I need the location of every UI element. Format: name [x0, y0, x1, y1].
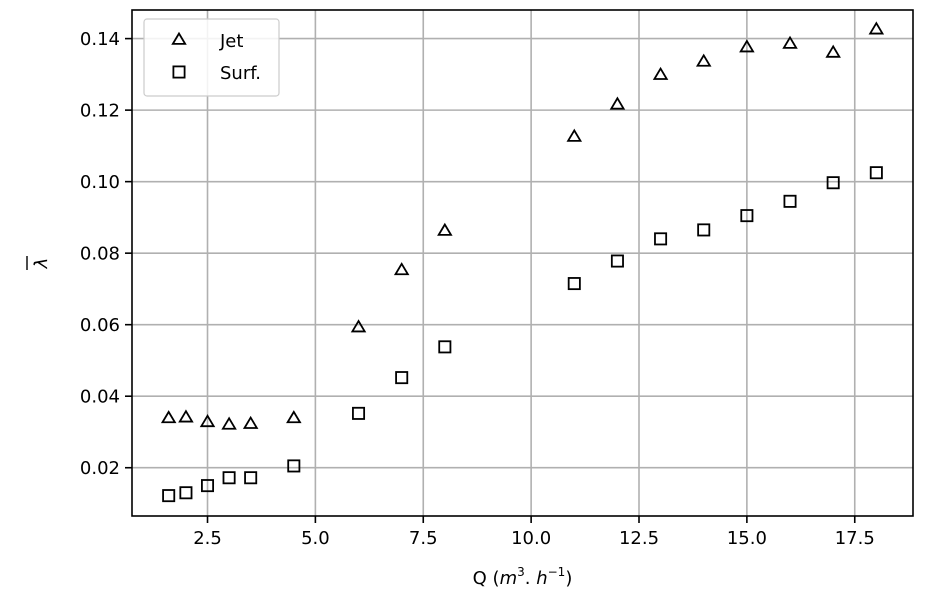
y-axis-ticks: 0.02 0.04 0.06 0.08 0.10 0.12 0.14 [80, 29, 132, 479]
legend-entries: Jet Surf. [171, 31, 261, 84]
square-point [222, 471, 236, 485]
x-axis-label-suffix: ) [565, 568, 572, 589]
x-axis-label-var2: h [536, 568, 547, 589]
x-axis-label-sup1: 3 [517, 565, 525, 579]
x-tick-label: 17.5 [835, 528, 875, 549]
triangle-point [609, 96, 626, 110]
x-axis-ticks: 2.5 5.0 7.5 10.0 12.5 15.0 17.5 [193, 516, 875, 549]
x-axis-label: Q (m3. h−1) [473, 565, 573, 589]
y-tick-label: 0.10 [80, 172, 120, 193]
square-point [438, 340, 452, 354]
square-point [352, 406, 366, 420]
square-point [395, 371, 409, 385]
x-tick-label: 15.0 [727, 528, 767, 549]
y-tick-label: 0.12 [80, 101, 120, 122]
grid [132, 10, 913, 516]
triangle-point [199, 414, 216, 428]
x-tick-label: 12.5 [619, 528, 659, 549]
square-point [869, 166, 883, 180]
x-axis-label-prefix: Q ( [473, 568, 500, 589]
legend: Jet Surf. [143, 18, 280, 97]
square-point [610, 254, 624, 268]
square-point [654, 232, 668, 246]
y-tick-label: 0.14 [80, 29, 120, 50]
legend-box [143, 18, 280, 97]
triangle-point [350, 319, 367, 333]
series-0 [160, 21, 885, 430]
triangle-point [437, 222, 453, 236]
triangle-point [242, 415, 259, 429]
y-axis-label: λ [26, 256, 52, 270]
triangle-point [178, 409, 194, 423]
square-point [179, 486, 193, 500]
triangle-point [221, 416, 237, 430]
triangle-point [695, 53, 712, 67]
square-point [162, 489, 176, 503]
square-point [783, 194, 797, 208]
triangle-point [393, 262, 410, 276]
x-axis-label-mid: . [525, 568, 536, 589]
triangle-point [286, 410, 302, 424]
x-tick-label: 10.0 [511, 528, 551, 549]
square-point [697, 223, 711, 237]
plot-frame [131, 9, 914, 517]
y-axis-label-text: λ [31, 258, 52, 270]
triangle-point [739, 39, 755, 53]
x-axis-label-var1: m [500, 568, 518, 589]
x-tick-label: 5.0 [301, 528, 330, 549]
data-points [160, 21, 885, 503]
x-tick-label: 7.5 [409, 528, 438, 549]
triangle-point [868, 21, 885, 35]
square-point [567, 277, 581, 291]
triangle-point [160, 410, 177, 424]
x-tick-label: 2.5 [193, 528, 222, 549]
triangle-point [782, 35, 798, 49]
series-1 [162, 166, 883, 503]
x-axis-label-sup2: −1 [548, 565, 566, 579]
square-point [287, 459, 301, 473]
square-point [740, 209, 754, 223]
y-tick-label: 0.08 [80, 244, 120, 265]
y-tick-label: 0.02 [80, 458, 120, 479]
triangle-point [566, 128, 583, 142]
legend-label: Surf. [220, 63, 261, 84]
y-tick-label: 0.06 [80, 315, 120, 336]
legend-marker [172, 65, 186, 79]
square-point [244, 471, 258, 485]
triangle-point [825, 44, 841, 58]
triangle-point [652, 66, 669, 80]
square-point [826, 176, 840, 190]
legend-marker [171, 31, 187, 45]
legend-label: Jet [219, 31, 243, 52]
square-point [201, 479, 215, 493]
y-tick-label: 0.04 [80, 387, 120, 408]
